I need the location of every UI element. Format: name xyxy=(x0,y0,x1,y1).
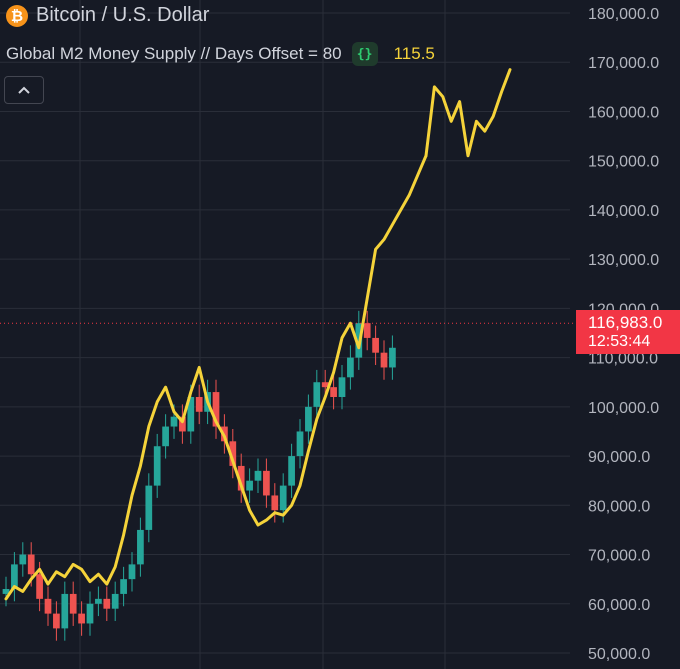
bitcoin-icon: ₿ xyxy=(6,4,28,27)
btc-candle xyxy=(162,426,169,447)
btc-candle xyxy=(254,470,262,481)
btc-candle xyxy=(246,480,253,491)
symbol-title[interactable]: Bitcoin / U.S. Dollar xyxy=(36,4,210,26)
bar-countdown-label: 12:53:44 xyxy=(588,333,651,350)
btc-candle xyxy=(36,574,43,599)
y-tick-label: 160,000.0 xyxy=(588,104,659,121)
btc-candle xyxy=(179,416,186,432)
btc-candle xyxy=(279,485,287,511)
indicator-row: Global M2 Money Supply // Days Offset = … xyxy=(6,42,435,66)
btc-candle xyxy=(120,579,127,594)
script-braces-icon[interactable]: {} xyxy=(351,42,378,66)
chevron-up-icon xyxy=(18,86,30,94)
y-tick-label: 100,000.0 xyxy=(588,400,659,417)
btc-candle xyxy=(86,603,94,624)
btc-candle xyxy=(271,495,279,511)
btc-candle xyxy=(372,337,379,353)
btc-candle xyxy=(44,598,52,614)
y-tick-label: 60,000.0 xyxy=(588,597,650,614)
current-price-tag: 116,983.0 12:53:44 xyxy=(576,310,680,354)
btc-candle xyxy=(69,593,77,614)
y-tick-label: 140,000.0 xyxy=(588,203,659,220)
btc-candle xyxy=(363,323,371,338)
btc-candle xyxy=(296,431,304,457)
indicator-value: 115.5 xyxy=(393,44,435,63)
btc-candle xyxy=(153,446,161,486)
btc-candle xyxy=(330,387,337,397)
y-tick-label: 80,000.0 xyxy=(588,498,650,515)
y-tick-label: 150,000.0 xyxy=(588,154,659,171)
btc-candle xyxy=(321,382,329,388)
btc-candle xyxy=(263,470,270,496)
m2-series-line xyxy=(424,68,512,158)
y-tick-label: 50,000.0 xyxy=(588,646,650,663)
btc-candle xyxy=(212,392,220,427)
collapse-legend-button[interactable] xyxy=(4,76,44,104)
chart-header: ₿ Bitcoin / U.S. Dollar Global M2 Money … xyxy=(0,0,570,110)
symbol-row: ₿ Bitcoin / U.S. Dollar xyxy=(6,4,209,27)
btc-candle xyxy=(229,441,237,466)
m2-series-line xyxy=(4,154,428,601)
btc-candle xyxy=(347,357,354,378)
btc-candle xyxy=(95,598,102,604)
btc-candle xyxy=(380,352,388,368)
btc-candle xyxy=(313,382,321,407)
btc-candle xyxy=(53,613,60,629)
btc-candle xyxy=(2,589,10,594)
btc-candle xyxy=(19,554,27,565)
btc-candle xyxy=(61,593,69,629)
btc-candle xyxy=(195,397,203,412)
btc-candle xyxy=(288,456,295,486)
y-tick-label: 130,000.0 xyxy=(588,252,659,269)
btc-candle xyxy=(11,564,18,589)
btc-candle xyxy=(145,485,153,530)
btc-candle xyxy=(103,598,111,609)
y-tick-label: 170,000.0 xyxy=(588,55,659,72)
btc-candle xyxy=(128,564,136,580)
btc-candle xyxy=(305,406,312,432)
current-price-label: 116,983.0 xyxy=(588,313,663,332)
btc-candle xyxy=(78,613,85,624)
y-tick-label: 110,000.0 xyxy=(588,351,658,368)
btc-candle xyxy=(27,554,35,575)
y-tick-label: 70,000.0 xyxy=(588,548,650,565)
btc-candle xyxy=(111,593,119,609)
btc-candle xyxy=(187,397,195,432)
btc-candle xyxy=(237,465,245,491)
y-tick-label: 180,000.0 xyxy=(588,6,659,23)
btc-candle xyxy=(170,416,178,427)
btc-candle xyxy=(338,377,346,397)
btc-candle xyxy=(137,529,144,565)
indicator-name[interactable]: Global M2 Money Supply // Days Offset = … xyxy=(6,44,342,63)
btc-candle xyxy=(389,347,396,368)
y-tick-label: 90,000.0 xyxy=(588,449,650,466)
